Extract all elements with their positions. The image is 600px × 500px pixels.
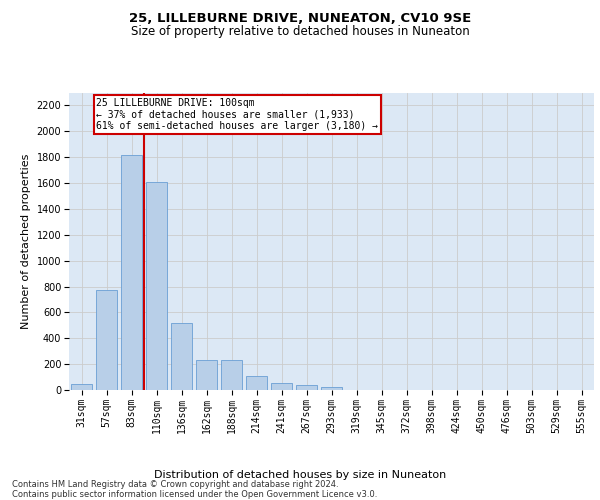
- Text: 25 LILLEBURNE DRIVE: 100sqm
← 37% of detached houses are smaller (1,933)
61% of : 25 LILLEBURNE DRIVE: 100sqm ← 37% of det…: [97, 98, 379, 131]
- Y-axis label: Number of detached properties: Number of detached properties: [21, 154, 31, 329]
- Bar: [321, 388, 342, 390]
- Bar: [121, 154, 142, 390]
- Bar: [146, 182, 167, 390]
- Bar: [296, 385, 317, 390]
- Bar: [271, 383, 292, 390]
- Text: Distribution of detached houses by size in Nuneaton: Distribution of detached houses by size …: [154, 470, 446, 480]
- Bar: [171, 322, 192, 390]
- Bar: [71, 384, 92, 390]
- Text: Size of property relative to detached houses in Nuneaton: Size of property relative to detached ho…: [131, 25, 469, 38]
- Bar: [96, 290, 117, 390]
- Bar: [246, 376, 267, 390]
- Bar: [196, 360, 217, 390]
- Text: 25, LILLEBURNE DRIVE, NUNEATON, CV10 9SE: 25, LILLEBURNE DRIVE, NUNEATON, CV10 9SE: [129, 12, 471, 26]
- Text: Contains HM Land Registry data © Crown copyright and database right 2024.
Contai: Contains HM Land Registry data © Crown c…: [12, 480, 377, 500]
- Bar: [221, 360, 242, 390]
